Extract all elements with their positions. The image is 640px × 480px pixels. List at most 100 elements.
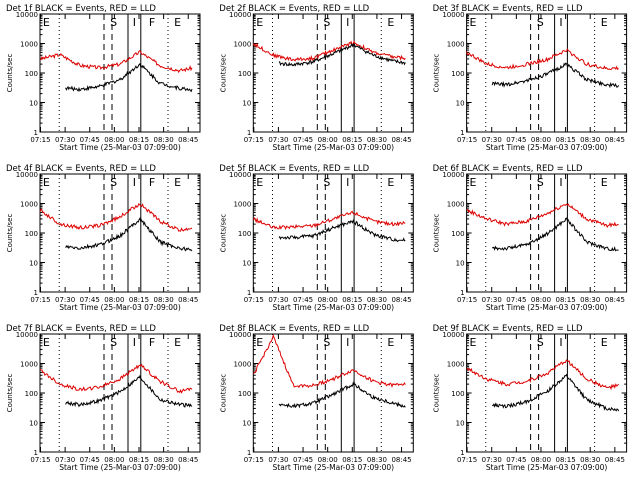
x-tick-label: 08:00 — [318, 456, 338, 464]
region-label: E — [470, 176, 477, 189]
y-tick-label: 1000 — [233, 41, 251, 49]
y-axis-label: Counts/sec — [6, 214, 14, 253]
y-tick-label: 10 — [456, 420, 465, 428]
x-tick-label: 08:00 — [104, 456, 124, 464]
series-line — [39, 203, 193, 232]
region-label: E — [387, 176, 394, 189]
panel-det-7: Det 7f BLACK = Events, RED = LLD 1 10 100 10… — [6, 324, 201, 472]
region-label: S — [110, 16, 117, 29]
y-tick-label: 10 — [242, 100, 251, 108]
region-label: E — [174, 336, 181, 349]
series-line — [39, 49, 193, 74]
x-tick-label: 07:30 — [55, 136, 75, 144]
x-tick-label: 07:15 — [244, 296, 264, 304]
x-tick-label: 08:45 — [178, 136, 198, 144]
region-label: I — [346, 176, 349, 189]
y-tick-label: 1000 — [233, 361, 251, 369]
x-tick-label: 07:30 — [268, 296, 288, 304]
region-label: E — [601, 176, 608, 189]
x-tick-label: 08:45 — [605, 296, 625, 304]
region-label: S — [537, 336, 544, 349]
x-tick-label: 07:15 — [244, 456, 264, 464]
y-tick-label: 1 — [247, 449, 251, 457]
series-line — [252, 40, 406, 62]
y-tick-label: 100 — [451, 390, 464, 398]
y-axis-label: Counts/sec — [433, 374, 441, 413]
y-tick-label: 1 — [460, 129, 464, 137]
plot-frame — [39, 13, 201, 133]
x-tick-label: 08:00 — [318, 136, 338, 144]
x-axis-label: Start Time (25-Mar-03 07:09:00) — [486, 303, 608, 312]
y-tick-label: 10 — [29, 100, 38, 108]
x-tick-label: 07:45 — [506, 136, 526, 144]
x-tick-label: 07:30 — [268, 456, 288, 464]
x-tick-label: 08:00 — [318, 296, 338, 304]
series-line — [491, 62, 620, 89]
x-tick-label: 07:30 — [482, 136, 502, 144]
y-tick-label: 1000 — [447, 361, 465, 369]
region-label: S — [110, 336, 117, 349]
series-line — [65, 62, 193, 93]
y-tick-label: 10 — [29, 420, 38, 428]
panel-det-6: Det 6f BLACK = Events, RED = LLD 1 10 100 10… — [433, 164, 628, 312]
y-tick-label: 10 — [456, 260, 465, 268]
x-tick-label: 08:30 — [367, 456, 387, 464]
region-label: F — [149, 16, 155, 29]
x-tick-label: 08:00 — [104, 296, 124, 304]
y-tick-label: 1 — [460, 289, 464, 297]
x-tick-label: 08:45 — [391, 456, 411, 464]
series-line — [491, 373, 620, 412]
x-axis-label: Start Time (25-Mar-03 07:09:00) — [273, 303, 395, 312]
y-tick-label: 100 — [451, 70, 464, 78]
x-tick-label: 07:45 — [80, 136, 100, 144]
y-tick-label: 100 — [25, 70, 38, 78]
x-tick-label: 08:15 — [555, 456, 575, 464]
x-axis-label: Start Time (25-Mar-03 07:09:00) — [486, 463, 608, 472]
panel-det-5: Det 5f BLACK = Events, RED = LLD 1 10 100 10… — [219, 164, 414, 312]
x-tick-label: 08:00 — [104, 136, 124, 144]
region-label: E — [174, 176, 181, 189]
region-label: E — [43, 336, 50, 349]
y-tick-label: 1 — [247, 129, 251, 137]
x-tick-label: 08:45 — [178, 456, 198, 464]
y-tick-label: 10 — [29, 260, 38, 268]
y-tick-label: 100 — [238, 390, 251, 398]
x-tick-label: 07:15 — [457, 136, 477, 144]
region-label: F — [149, 336, 155, 349]
panel-title: Det 2f BLACK = Events, RED = LLD — [219, 4, 369, 14]
y-tick-label: 10 — [242, 420, 251, 428]
y-tick-label: 10000 — [229, 331, 251, 339]
y-tick-label: 1 — [34, 129, 38, 137]
region-label: S — [323, 176, 330, 189]
series-line — [466, 48, 619, 71]
y-tick-label: 10000 — [229, 171, 251, 179]
series-line — [466, 359, 619, 391]
region-label: S — [537, 176, 544, 189]
series-line — [65, 217, 193, 252]
series-line — [491, 217, 619, 252]
x-tick-label: 08:15 — [129, 296, 149, 304]
x-tick-label: 07:15 — [30, 456, 50, 464]
x-tick-label: 07:45 — [506, 456, 526, 464]
y-tick-label: 100 — [25, 230, 38, 238]
plot-frame — [39, 333, 201, 453]
x-axis-label: Start Time (25-Mar-03 07:09:00) — [59, 463, 181, 472]
y-tick-label: 10000 — [442, 171, 464, 179]
panel-det-4: Det 4f BLACK = Events, RED = LLD 1 10 100 10… — [6, 164, 201, 312]
x-tick-label: 08:30 — [367, 296, 387, 304]
panel-det-8: Det 8f BLACK = Events, RED = LLD 1 10 100 10… — [219, 324, 414, 472]
y-tick-label: 10000 — [16, 331, 38, 339]
region-label: E — [43, 176, 50, 189]
region-label: S — [110, 176, 117, 189]
region-label: I — [559, 176, 562, 189]
x-tick-label: 07:15 — [244, 136, 264, 144]
panel-title: Det 4f BLACK = Events, RED = LLD — [6, 164, 156, 174]
x-tick-label: 08:15 — [342, 456, 362, 464]
x-tick-label: 07:45 — [506, 296, 526, 304]
region-label: I — [346, 336, 349, 349]
region-label: S — [323, 16, 330, 29]
x-axis-label: Start Time (25-Mar-03 07:09:00) — [59, 143, 181, 152]
x-tick-label: 07:15 — [30, 136, 50, 144]
region-label: E — [174, 16, 181, 29]
x-tick-label: 07:15 — [30, 296, 50, 304]
